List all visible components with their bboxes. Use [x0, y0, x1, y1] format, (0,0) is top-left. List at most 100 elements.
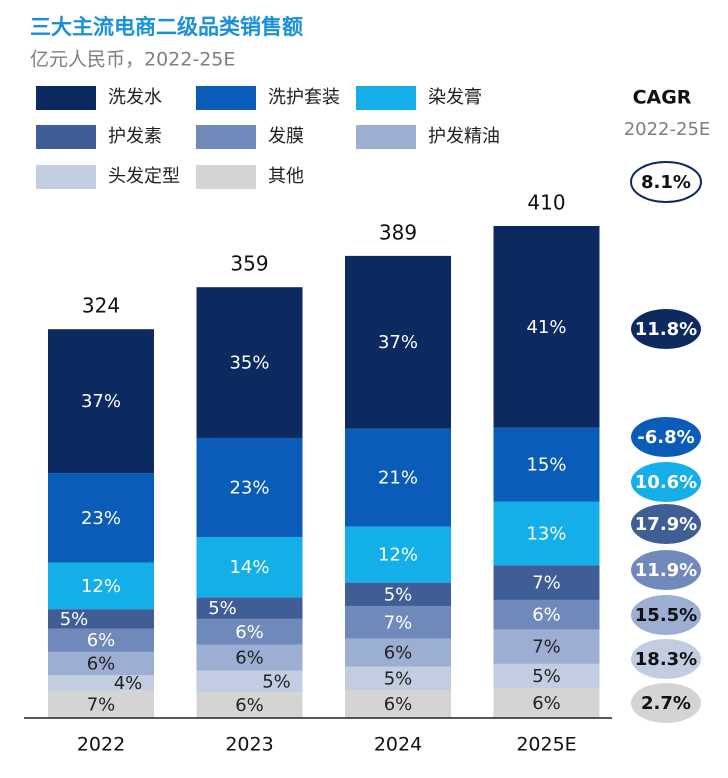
- bar-segment: [48, 628, 154, 652]
- bar-segment: [493, 226, 600, 428]
- chart-subtitle: 亿元人民币，2022-25E: [30, 49, 235, 71]
- legend-swatch: [196, 165, 256, 189]
- bar-segment: [345, 582, 451, 606]
- bar-segment: [345, 638, 451, 667]
- cagr-label: 11.9%: [635, 560, 697, 581]
- bar-segment: [345, 666, 451, 690]
- cagr-badge: [631, 550, 701, 590]
- bar-segment: [493, 688, 600, 718]
- segment-label: 6%: [532, 693, 561, 714]
- x-tick-label: 2022: [77, 734, 125, 756]
- legend-swatch: [196, 86, 256, 110]
- bar-segment: [196, 597, 303, 619]
- segment-label: 21%: [378, 468, 418, 489]
- bar-segment: [196, 644, 303, 671]
- bar-segment: [196, 618, 303, 645]
- bar-segment: [493, 427, 600, 502]
- segment-label: 12%: [81, 576, 121, 597]
- legend-swatch: [196, 125, 256, 149]
- legend-swatch: [36, 125, 96, 149]
- bar-segment: [196, 670, 303, 693]
- segment-label: 6%: [384, 643, 413, 664]
- cagr-label: 11.8%: [635, 319, 697, 340]
- total-label: 389: [379, 220, 417, 244]
- bar-segment: [493, 565, 600, 600]
- bar-segment: [48, 609, 154, 629]
- cagr-label: -6.8%: [637, 427, 694, 448]
- segment-label: 41%: [526, 317, 566, 338]
- bar-segment: [493, 501, 600, 566]
- total-label: 359: [230, 252, 268, 276]
- segment-label: 5%: [208, 598, 237, 619]
- segment-label: 4%: [114, 673, 143, 694]
- chart-title: 三大主流电商二级品类销售额: [30, 15, 303, 39]
- bar-segment: [493, 599, 600, 630]
- bar-segment: [345, 689, 451, 718]
- bar-segment: [48, 329, 154, 474]
- bar-segment: [48, 675, 154, 691]
- bar-segment: [493, 663, 600, 689]
- legend-label: 头发定型: [108, 166, 180, 187]
- x-tick-label: 2025E: [516, 734, 576, 756]
- segment-label: 14%: [229, 557, 269, 578]
- segment-label: 23%: [229, 478, 269, 499]
- total-label: 410: [527, 191, 565, 215]
- x-tick-label: 2024: [374, 734, 422, 756]
- cagr-label: 10.6%: [635, 472, 697, 493]
- cagr-badge: [631, 683, 701, 723]
- cagr-badge: [631, 462, 701, 502]
- segment-label: 37%: [378, 332, 418, 353]
- legend-swatch: [36, 86, 96, 110]
- segment-label: 7%: [384, 612, 413, 633]
- bar-segment: [196, 537, 303, 598]
- total-label: 324: [82, 294, 120, 318]
- segment-label: 5%: [262, 671, 291, 692]
- bar-segment: [48, 562, 154, 610]
- bar-segment: [345, 605, 451, 639]
- segment-label: 6%: [235, 695, 264, 716]
- legend-label: 洗发水: [108, 87, 162, 108]
- segment-label: 6%: [235, 648, 264, 669]
- cagr-badge: [631, 417, 701, 457]
- bar-segment: [345, 428, 451, 527]
- legend-label: 发膜: [268, 126, 304, 147]
- cagr-badge: [630, 161, 702, 203]
- segment-label: 5%: [384, 668, 413, 689]
- legend-label: 染发膏: [428, 86, 482, 108]
- cagr-subtitle: 2022-25E: [624, 119, 711, 140]
- bar-segment: [48, 473, 154, 563]
- segment-label: 7%: [87, 694, 116, 715]
- segment-label: 6%: [532, 605, 561, 626]
- bar-segment: [345, 255, 451, 429]
- cagr-badge: [631, 309, 701, 349]
- legend-label: 护发精油: [428, 126, 500, 147]
- bar-segment: [493, 629, 600, 664]
- legend-label: 护发素: [108, 126, 162, 147]
- cagr-badge: [631, 639, 701, 679]
- segment-label: 7%: [532, 637, 561, 658]
- segment-label: 23%: [81, 508, 121, 529]
- cagr-label: 2.7%: [641, 693, 691, 714]
- legend-label: 洗护套装: [268, 87, 340, 108]
- cagr-label: 17.9%: [635, 514, 697, 535]
- segment-label: 5%: [60, 609, 89, 630]
- legend-swatch: [356, 125, 416, 149]
- segment-label: 5%: [532, 666, 561, 687]
- segment-label: 6%: [235, 622, 264, 643]
- bar-segment: [48, 651, 154, 676]
- bar-segment: [345, 526, 451, 583]
- segment-label: 6%: [384, 694, 413, 715]
- cagr-label: 8.1%: [641, 172, 691, 193]
- segment-label: 6%: [87, 654, 116, 675]
- cagr-label: 15.5%: [635, 605, 697, 626]
- segment-label: 6%: [87, 630, 116, 651]
- cagr-badge: [631, 504, 701, 544]
- bar-segment: [196, 287, 303, 438]
- cagr-badge: [631, 595, 701, 635]
- segment-label: 5%: [384, 584, 413, 605]
- bar-segment: [196, 437, 303, 538]
- segment-label: 35%: [229, 353, 269, 374]
- bar-segment: [196, 692, 303, 718]
- legend-swatch: [356, 86, 416, 110]
